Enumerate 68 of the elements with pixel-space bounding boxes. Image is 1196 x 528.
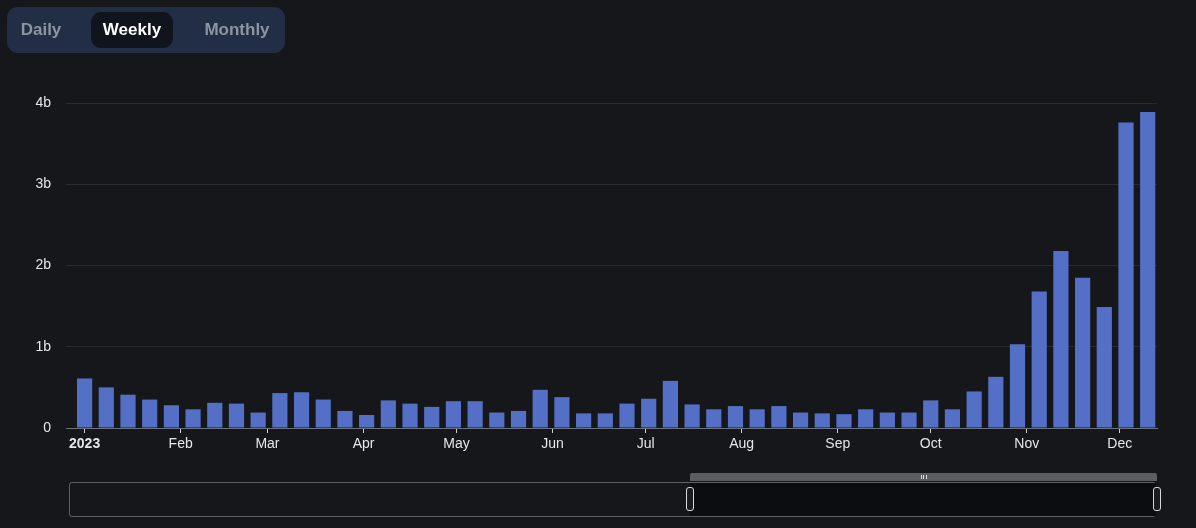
bar — [272, 393, 288, 428]
y-tick-label: 1b — [35, 337, 52, 354]
bar — [576, 413, 592, 428]
x-tick-label: Aug — [729, 435, 755, 452]
y-tick-label: 3b — [35, 175, 52, 192]
bar — [706, 409, 722, 428]
bar — [1096, 306, 1112, 428]
bar — [901, 412, 917, 428]
bar — [207, 402, 223, 428]
bar — [98, 387, 114, 428]
y-tick-label: 0 — [43, 418, 52, 435]
x-tick-label: Apr — [352, 435, 375, 452]
bar — [836, 414, 852, 428]
bar — [749, 409, 765, 428]
bar — [424, 406, 440, 428]
bar — [662, 380, 678, 428]
bar — [489, 412, 505, 428]
bar — [1009, 344, 1026, 428]
bar — [923, 400, 939, 428]
bar — [988, 376, 1004, 428]
bar — [510, 410, 527, 428]
bar — [467, 401, 483, 428]
bar — [619, 403, 635, 428]
bar — [879, 412, 895, 428]
bar — [402, 403, 418, 428]
bar — [337, 410, 353, 428]
segmented-control: Daily Weekly Monthly — [7, 7, 285, 53]
y-tick-label: 4b — [35, 93, 52, 110]
bar — [1075, 277, 1091, 428]
bar — [120, 394, 136, 428]
bar — [597, 413, 613, 428]
bar — [250, 412, 266, 428]
bar — [792, 412, 809, 428]
x-tick-label: Oct — [919, 435, 942, 452]
x-tick-label: Sep — [825, 435, 851, 452]
x-tick-label: Mar — [255, 435, 280, 452]
x-tick-label: Jun — [541, 435, 564, 452]
bar — [771, 406, 787, 428]
bar — [163, 405, 179, 428]
bar — [1140, 111, 1156, 428]
bar — [359, 415, 375, 428]
bar — [445, 401, 462, 428]
bar — [185, 409, 201, 428]
bar — [966, 391, 982, 428]
bar — [142, 399, 158, 428]
bar — [641, 398, 657, 428]
bar — [814, 413, 830, 428]
bar — [727, 406, 744, 428]
bar — [858, 409, 874, 428]
bar — [532, 389, 548, 428]
bar — [1031, 291, 1047, 428]
y-tick-label: 2b — [35, 256, 52, 273]
bar — [1053, 250, 1069, 428]
bar — [944, 409, 961, 428]
x-tick-label: Nov — [1014, 435, 1040, 452]
bar — [684, 404, 700, 428]
bar — [77, 378, 93, 428]
bar — [315, 399, 331, 428]
bar — [554, 397, 570, 428]
x-tick-label: Feb — [168, 435, 193, 452]
x-tick-label: Dec — [1107, 435, 1133, 452]
bar — [380, 400, 396, 428]
x-tick-label: Jul — [636, 435, 655, 452]
bar — [293, 392, 310, 428]
bar — [228, 403, 245, 428]
x-tick-label: 2023 — [69, 435, 101, 452]
x-tick-label: May — [443, 435, 470, 452]
bar — [1118, 122, 1134, 428]
